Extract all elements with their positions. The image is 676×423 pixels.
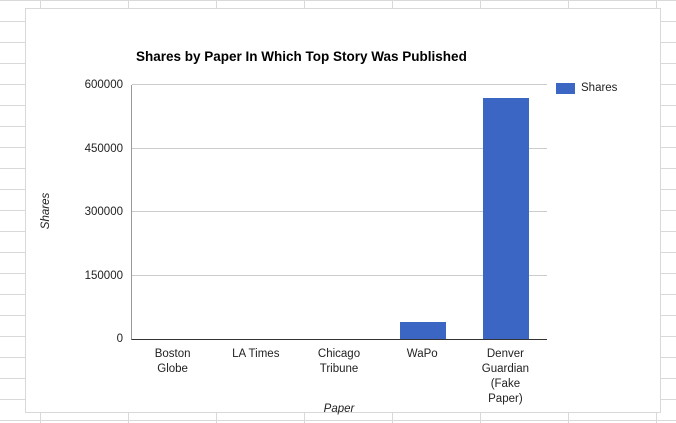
gridline-600000: [132, 84, 547, 85]
legend-label: Shares: [581, 82, 618, 94]
y-tick-label-150000: 150000: [84, 269, 123, 282]
x-category-label-0: Boston Globe: [154, 348, 191, 375]
bar-denver-guardian-fake-paper[interactable]: [482, 97, 529, 339]
x-category-label-3: WaPo: [406, 348, 438, 360]
y-tick-label-450000: 450000: [84, 142, 123, 155]
chart-panel[interactable]: Shares by Paper In Which Top Story Was P…: [25, 8, 661, 415]
x-category-label-2: Chicago Tribune: [317, 348, 361, 375]
gridline-150000: [132, 274, 547, 276]
x-category-label-4: Denver Guardian (Fake Paper): [481, 348, 530, 405]
chart-title: Shares by Paper In Which Top Story Was P…: [136, 49, 467, 64]
y-tick-label-0: 0: [116, 333, 123, 345]
legend[interactable]: Shares: [556, 82, 617, 94]
y-tick-label-600000: 600000: [84, 79, 123, 91]
x-category-labels: Boston Globe LA Times Chicago Tribune WaPo D…: [131, 347, 547, 407]
plot-area: [131, 84, 547, 340]
x-axis-title: Paper: [323, 403, 355, 415]
x-category-label-1: LA Times: [232, 348, 280, 360]
bar-wapo[interactable]: [399, 322, 446, 339]
gridline-450000: [132, 147, 547, 149]
y-tick-label-300000: 300000: [84, 206, 123, 218]
gridline-300000: [132, 211, 547, 212]
legend-swatch-icon: [556, 82, 575, 94]
